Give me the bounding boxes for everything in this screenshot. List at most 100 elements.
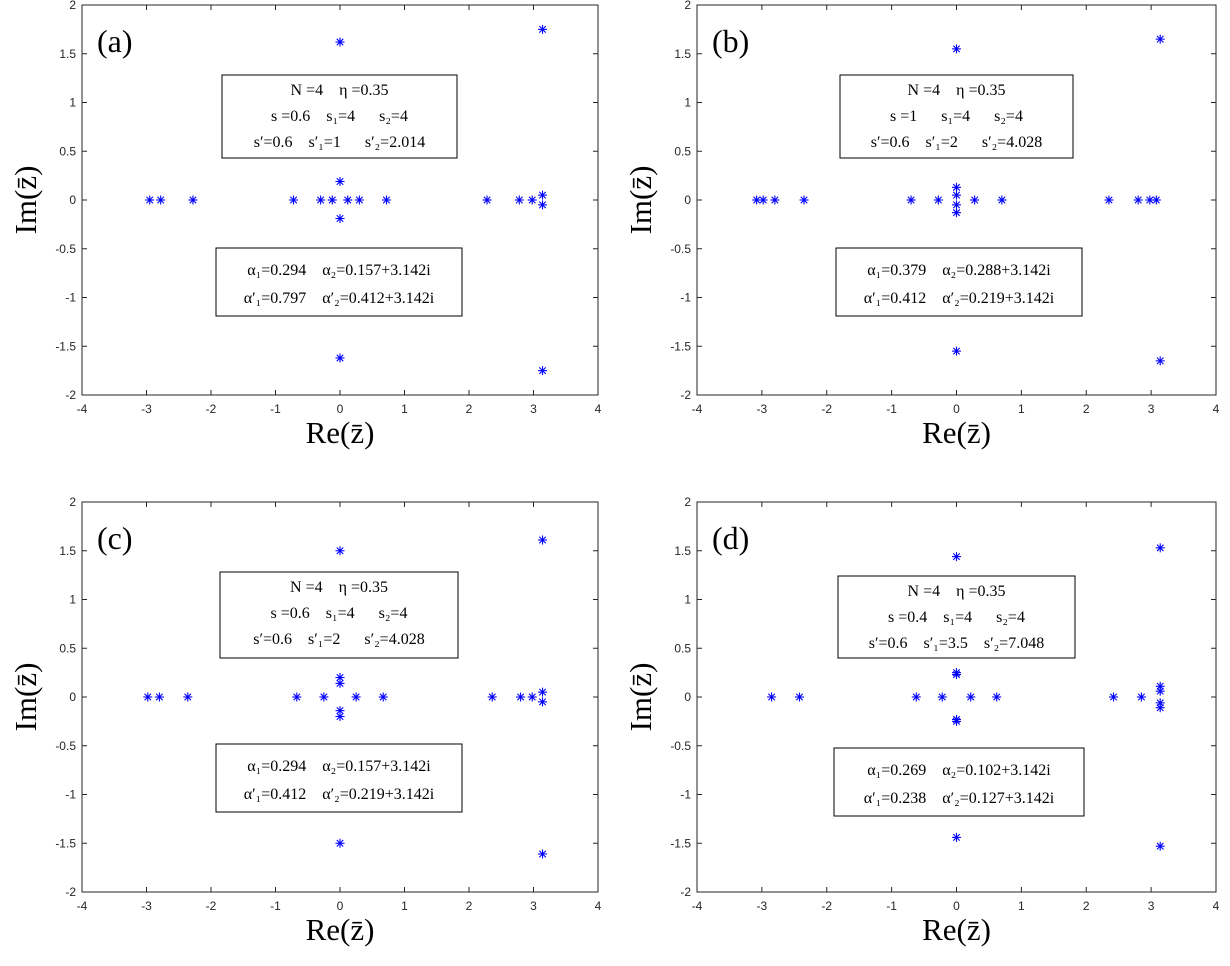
data-point xyxy=(145,195,155,205)
marker-stroke xyxy=(538,850,547,858)
params-box xyxy=(221,74,458,159)
x-tick-label: -1 xyxy=(270,899,281,913)
x-tick-label: 4 xyxy=(1213,402,1220,416)
data-point xyxy=(335,176,345,186)
data-point xyxy=(952,200,961,210)
params-line: N =4 η =0.35 xyxy=(908,583,1006,600)
marker-stroke xyxy=(528,196,536,204)
marker-stroke xyxy=(538,201,547,209)
y-tick-label: -1 xyxy=(65,291,76,305)
data-point xyxy=(952,182,961,192)
marker-stroke xyxy=(382,196,391,204)
data-point xyxy=(758,195,768,205)
y-tick-label: 0.5 xyxy=(674,144,691,158)
marker-stroke xyxy=(483,196,491,204)
marker-stroke xyxy=(952,670,961,679)
marker-stroke xyxy=(146,196,154,204)
x-tick-label: 1 xyxy=(401,899,408,913)
axes-frame xyxy=(81,4,599,396)
data-point xyxy=(992,692,1002,702)
marker-stroke xyxy=(336,177,344,186)
y-tick-label: -0.5 xyxy=(55,242,76,256)
x-axis-label: Re(z̄) xyxy=(306,912,375,947)
marker-stroke xyxy=(767,693,776,701)
data-point xyxy=(1155,703,1165,713)
marker-stroke xyxy=(759,196,767,204)
data-point xyxy=(335,838,345,848)
data-point xyxy=(316,195,326,205)
data-point xyxy=(188,195,198,205)
x-tick-label: 0 xyxy=(337,402,344,416)
params-line: s =1 s₁=4 s₂=4 xyxy=(890,108,1023,125)
marker-stroke xyxy=(336,839,344,847)
data-point xyxy=(381,195,391,205)
marker-stroke xyxy=(952,183,961,191)
marker-stroke xyxy=(538,191,547,199)
marker-stroke xyxy=(336,707,344,715)
marker-stroke xyxy=(1156,704,1164,712)
marker-stroke xyxy=(1134,196,1142,204)
x-tick-label: -2 xyxy=(821,899,832,913)
marker-stroke xyxy=(952,201,961,209)
y-tick-label: 0.5 xyxy=(59,144,76,158)
y-tick-label: -2 xyxy=(680,885,691,899)
data-point xyxy=(292,692,302,702)
marker-stroke xyxy=(967,693,975,701)
x-tick-label: -4 xyxy=(77,899,88,913)
panel-tag: (c) xyxy=(97,520,133,556)
y-tick-label: 1.5 xyxy=(59,544,76,558)
marker-stroke xyxy=(538,366,547,375)
data-point xyxy=(538,24,548,34)
alpha-line: α₁=0.379 α₂=0.288+3.142i xyxy=(867,262,1051,279)
data-point xyxy=(327,195,337,205)
marker-stroke xyxy=(971,196,979,204)
y-axis-label: Im(z̄) xyxy=(8,663,43,732)
y-tick-label: 1.5 xyxy=(674,47,691,61)
panel-d: -4 -3 -2 -1 0 1 2 3 4 -2 -1.5 -1 -0.5 0 0.5 1 1.5 2 Re(z̄)… xyxy=(623,495,1220,947)
marker-stroke xyxy=(952,833,961,842)
y-tick-label: 0 xyxy=(69,193,76,207)
y-tick-label: 0 xyxy=(69,690,76,704)
marker-stroke xyxy=(344,196,352,204)
x-tick-label: -3 xyxy=(141,402,152,416)
marker-stroke xyxy=(1156,687,1164,695)
data-point xyxy=(952,44,961,54)
data-point xyxy=(952,832,961,842)
data-point xyxy=(767,692,777,702)
y-tick-label: 1 xyxy=(684,593,691,607)
marker-stroke xyxy=(1109,693,1118,701)
y-tick-label: 0 xyxy=(684,193,691,207)
y-tick-label: -1.5 xyxy=(670,339,691,353)
marker-stroke xyxy=(328,196,336,204)
y-tick-label: 2 xyxy=(69,0,76,12)
y-tick-label: -1.5 xyxy=(670,836,691,850)
marker-stroke xyxy=(352,693,360,701)
marker-stroke xyxy=(795,693,804,701)
panel-b: -4 -3 -2 -1 0 1 2 3 4 -2 -1.5 -1 -0.5 0 0.5 1 1.5 2 Re(z̄)… xyxy=(623,0,1220,450)
data-point xyxy=(335,214,345,224)
panel-tag: (b) xyxy=(712,23,749,59)
x-tick-label: 0 xyxy=(953,899,960,913)
params-box xyxy=(219,571,459,659)
x-tick-label: 3 xyxy=(530,402,537,416)
marker-stroke xyxy=(952,717,961,726)
x-tick-label: 4 xyxy=(595,899,602,913)
alpha-line: α′₁=0.412 α′₂=0.219+3.142i xyxy=(244,786,435,803)
x-tick-label: -4 xyxy=(692,899,703,913)
data-point xyxy=(514,195,524,205)
panel-tag: (d) xyxy=(712,520,749,556)
params-line: s′=0.6 s′₁=2 s′₂=4.028 xyxy=(871,134,1042,151)
data-point xyxy=(966,692,976,702)
marker-stroke xyxy=(320,693,328,701)
alpha-box xyxy=(835,247,1083,317)
x-tick-label: 0 xyxy=(953,402,960,416)
marker-stroke xyxy=(538,25,547,34)
data-point xyxy=(538,535,548,545)
y-tick-label: 1 xyxy=(69,96,76,110)
x-tick-label: -1 xyxy=(886,899,897,913)
data-point xyxy=(1155,841,1165,851)
data-point xyxy=(343,195,353,205)
marker-stroke xyxy=(538,536,547,544)
data-point xyxy=(799,195,809,205)
marker-stroke xyxy=(336,547,344,555)
